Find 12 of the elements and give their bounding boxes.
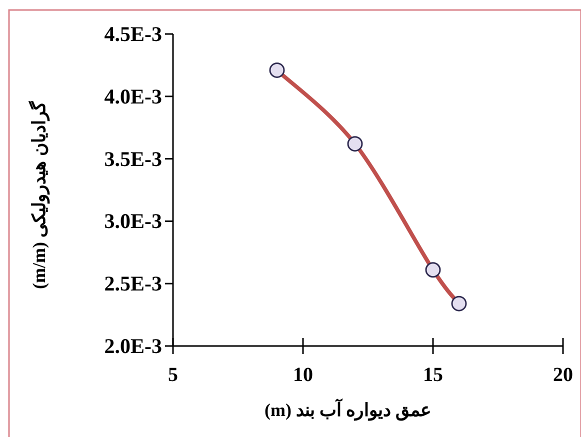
x-tick-label: 5 xyxy=(168,364,178,386)
y-tick-label: 4.5E-3 xyxy=(104,22,162,46)
y-axis-title: گرادیان هیدرولیکی (m/m) xyxy=(28,101,50,289)
x-tick-label: 10 xyxy=(293,364,313,386)
y-tick-label: 3.0E-3 xyxy=(104,209,162,234)
y-tick-label: 4.0E-3 xyxy=(104,84,162,108)
y-tick-label: 3.5E-3 xyxy=(104,146,162,171)
x-tick-label: 20 xyxy=(553,364,573,386)
y-tick-label: 2.0E-3 xyxy=(104,334,162,358)
y-tick-label: 2.5E-3 xyxy=(104,272,162,296)
x-axis-title: عمق دیواره آب بند (m) xyxy=(264,398,432,421)
x-tick-label: 15 xyxy=(423,364,443,386)
